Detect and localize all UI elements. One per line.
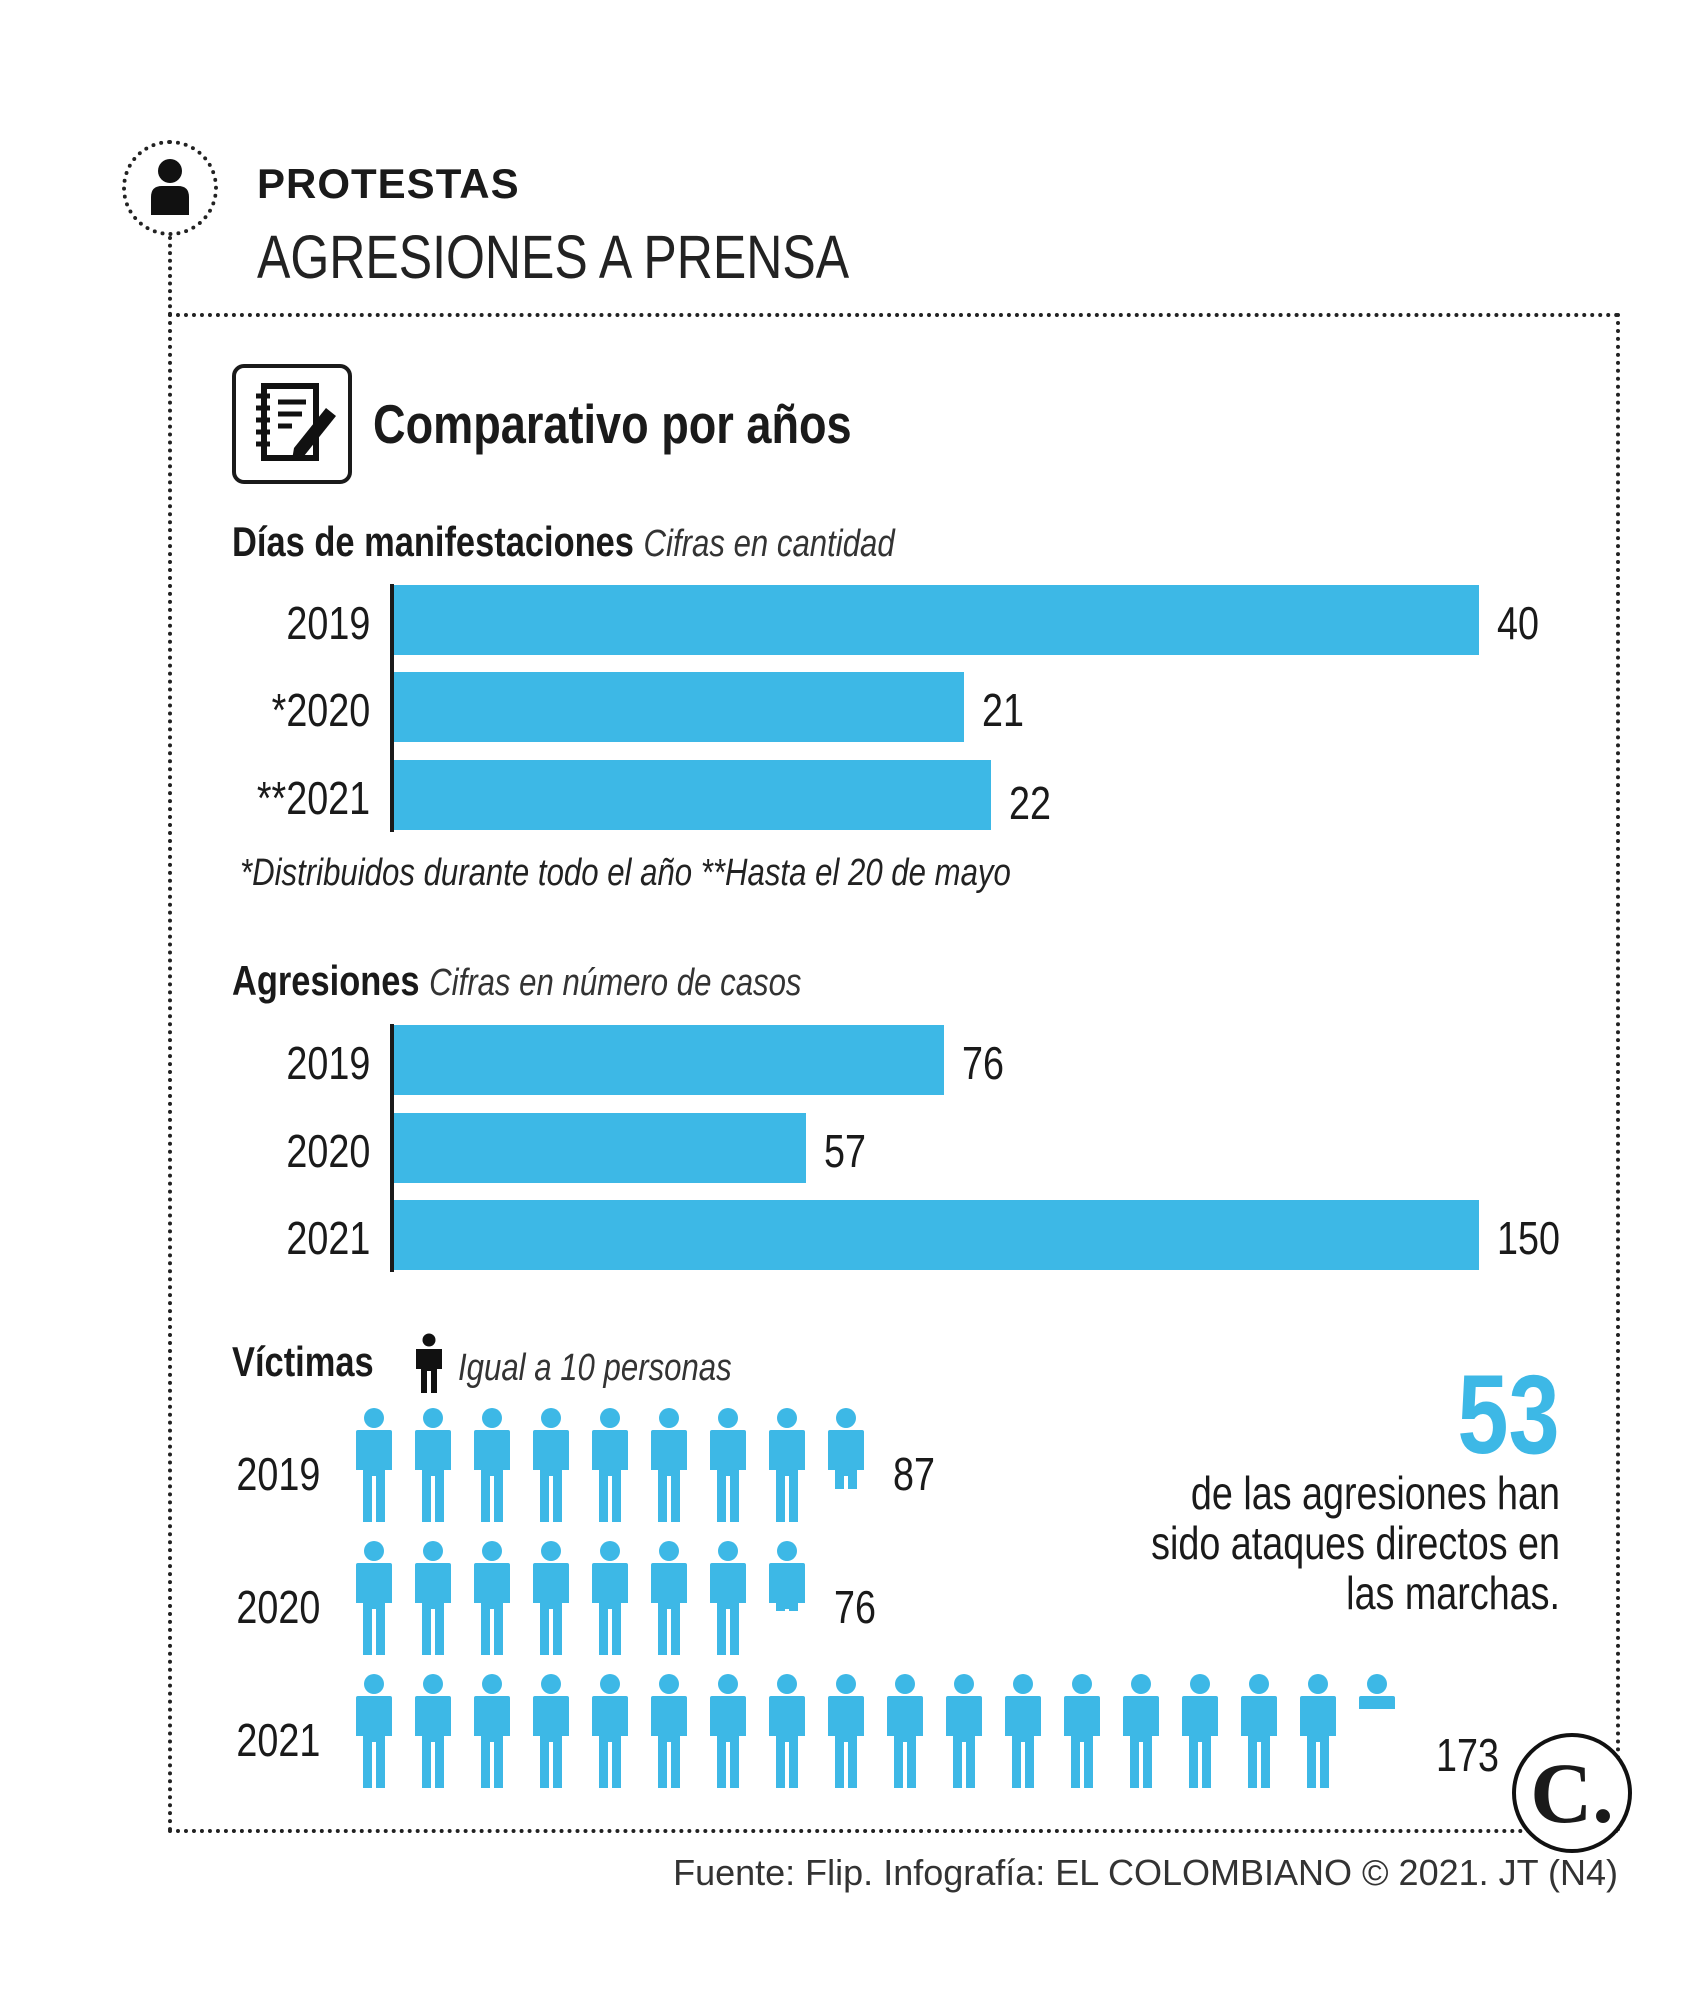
- chart-2-bar: [394, 1113, 806, 1183]
- chart-1-category-label: *2020: [271, 684, 370, 736]
- chart-1-value-label: 21: [982, 684, 1024, 736]
- person-figure: [651, 1541, 687, 1655]
- person-figure: [1182, 1674, 1218, 1788]
- person-figure: [769, 1541, 805, 1611]
- section-icon-box: [232, 364, 352, 484]
- person-figure: [592, 1674, 628, 1788]
- highlight-text: de las agresiones han sido ataques direc…: [1151, 1467, 1560, 1619]
- person-figure: [651, 1408, 687, 1522]
- chart-3-value-label: 87: [893, 1448, 935, 1500]
- chart-1-category-label: 2019: [286, 597, 370, 649]
- chart-3-category-label: 2021: [236, 1714, 320, 1766]
- person-figure: [415, 1541, 451, 1655]
- chart-2-value-label: 150: [1497, 1212, 1560, 1264]
- chart-1-bar: [394, 760, 991, 830]
- chart-2-title: Agresiones: [232, 957, 420, 1004]
- chart-1-value-label: 40: [1497, 597, 1539, 649]
- person-figure: [1064, 1674, 1100, 1788]
- section-title-text: Comparativo por años: [373, 393, 852, 455]
- section-title: Comparativo por años: [373, 392, 957, 456]
- chart-1-footnote: *Distribuidos durante todo el año **Hast…: [240, 852, 1011, 894]
- person-figure: [651, 1674, 687, 1788]
- person-figure: [1241, 1674, 1277, 1788]
- chart-3-category-label: 2020: [236, 1581, 320, 1633]
- person-figure: [474, 1408, 510, 1522]
- chart-1-axis: [390, 584, 394, 832]
- chart-1-bar: [394, 585, 1479, 655]
- chart-1-value-label: 22: [1009, 777, 1051, 829]
- person-figure: [1123, 1674, 1159, 1788]
- person-figure: [946, 1674, 982, 1788]
- chart-3-header: Víctimas: [232, 1338, 405, 1386]
- chart-3-legend-text: Igual a 10 personas: [458, 1347, 732, 1389]
- person-figure: [828, 1674, 864, 1788]
- chart-3-legend: Igual a 10 personas: [458, 1342, 792, 1390]
- person-figure: [356, 1541, 392, 1655]
- kicker-label: PROTESTAS: [257, 160, 520, 207]
- chart-2-bar: [394, 1200, 1479, 1270]
- el-colombiano-logo: [1512, 1733, 1632, 1853]
- chart-1-subtitle: Cifras en cantidad: [643, 523, 895, 565]
- chart-1-bar: [394, 672, 964, 742]
- chart-2-value-label: 76: [962, 1037, 1004, 1089]
- chart-2-category-label: 2020: [286, 1125, 370, 1177]
- chart-1-header: Días de manifestaciones Cifras en cantid…: [232, 518, 1040, 566]
- page-title-text: AGRESIONES A PRENSA: [257, 223, 850, 291]
- person-figure: [356, 1408, 392, 1522]
- person-figure: [710, 1674, 746, 1788]
- person-figure: [769, 1408, 805, 1522]
- chart-3-value-label: 76: [834, 1581, 876, 1633]
- notebook-pencil-icon: [256, 383, 336, 461]
- person-figure: [828, 1408, 864, 1489]
- chart-2-value-label: 57: [824, 1125, 866, 1177]
- chart-3-category-label: 2019: [236, 1448, 320, 1500]
- chart-3-title: Víctimas: [232, 1338, 374, 1385]
- person-figure: [1005, 1674, 1041, 1788]
- person-figure: [415, 1408, 451, 1522]
- person-figure: [887, 1674, 923, 1788]
- person-figure: [474, 1541, 510, 1655]
- chart-2-category-label: 2021: [286, 1212, 370, 1264]
- person-figure: [533, 1408, 569, 1522]
- chart-2-subtitle: Cifras en número de casos: [429, 962, 802, 1004]
- header-connector-line: [168, 236, 172, 316]
- person-figure: [415, 1674, 451, 1788]
- person-figure: [710, 1408, 746, 1522]
- person-figure: [474, 1674, 510, 1788]
- logo-letter: C.: [1530, 1745, 1614, 1841]
- highlight-number: 53: [1457, 1352, 1560, 1477]
- person-figure: [710, 1541, 746, 1655]
- infographic-frame: [168, 313, 1620, 1833]
- chart-2-category-label: 2019: [286, 1037, 370, 1089]
- person-icon: [151, 159, 189, 215]
- header-icon-circle: [122, 140, 218, 236]
- person-figure: [533, 1674, 569, 1788]
- chart-2-header: Agresiones Cifras en número de casos: [232, 957, 927, 1005]
- person-figure: [533, 1541, 569, 1655]
- page-title: AGRESIONES A PRENSA: [257, 222, 979, 292]
- person-figure: [1359, 1674, 1395, 1709]
- chart-2-axis: [390, 1024, 394, 1272]
- person-figure: [592, 1541, 628, 1655]
- source-credit: Fuente: Flip. Infografía: EL COLOMBIANO …: [673, 1852, 1618, 1893]
- chart-1-category-label: **2021: [256, 772, 370, 824]
- person-unit-icon: [416, 1333, 442, 1393]
- chart-1-title: Días de manifestaciones: [232, 518, 634, 565]
- chart-2-bar: [394, 1025, 944, 1095]
- person-figure: [769, 1674, 805, 1788]
- chart-3-value-label: 173: [1436, 1729, 1499, 1781]
- person-figure: [1300, 1674, 1336, 1788]
- person-figure: [356, 1674, 392, 1788]
- person-figure: [592, 1408, 628, 1522]
